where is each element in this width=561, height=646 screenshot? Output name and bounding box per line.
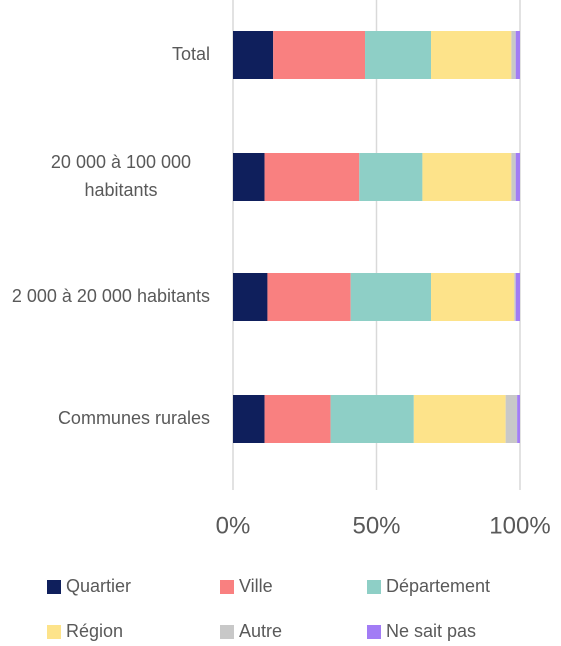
legend-label: Ne sait pas xyxy=(386,621,476,641)
label-line: habitants xyxy=(84,180,157,200)
legend-swatch xyxy=(47,580,61,594)
legend-swatch xyxy=(47,625,61,639)
bar-segment xyxy=(431,31,512,79)
legend-label: Ville xyxy=(239,576,273,596)
bar-segment xyxy=(233,153,265,201)
bar-segment xyxy=(264,395,331,443)
legend-swatch xyxy=(367,625,381,639)
legend-swatch xyxy=(220,625,234,639)
legend-label: Département xyxy=(386,576,490,596)
bar-segment xyxy=(515,273,520,321)
bar-segment xyxy=(505,395,518,443)
bar-segment xyxy=(511,153,516,201)
y-tick-label: 20 000 à 100 000 habitants xyxy=(51,152,191,200)
y-tick-label: Communes rurales xyxy=(58,408,210,428)
legend-swatch xyxy=(367,580,381,594)
bar-segment xyxy=(264,153,360,201)
bar-segment xyxy=(359,153,423,201)
bar-segment xyxy=(233,273,268,321)
bar-segment xyxy=(330,395,414,443)
x-tick-label: 50% xyxy=(352,512,400,539)
legend-label: Quartier xyxy=(66,576,131,596)
bar-segment xyxy=(233,31,274,79)
bar-segment xyxy=(515,153,520,201)
legend-swatch xyxy=(220,580,234,594)
x-tick-label: 100% xyxy=(489,512,550,539)
bar-segment xyxy=(365,31,432,79)
bar-segment xyxy=(350,273,432,321)
x-tick-label: 0% xyxy=(216,512,251,539)
label-line: 20 000 à 100 000 xyxy=(51,152,191,172)
bar-segment xyxy=(422,153,512,201)
y-tick-label: 2 000 à 20 000 habitants xyxy=(12,286,210,306)
bar-segment xyxy=(431,273,515,321)
legend-label: Région xyxy=(66,621,123,641)
y-tick-label: Total xyxy=(172,44,210,64)
bar-segment xyxy=(233,395,265,443)
bar-segment xyxy=(515,31,520,79)
bar-segment xyxy=(267,273,351,321)
bar-segment xyxy=(273,31,366,79)
bar-segment xyxy=(514,273,516,321)
bar-segment xyxy=(511,31,516,79)
bar-segment xyxy=(413,395,506,443)
legend-label: Autre xyxy=(239,621,282,641)
bar-segment xyxy=(517,395,520,443)
